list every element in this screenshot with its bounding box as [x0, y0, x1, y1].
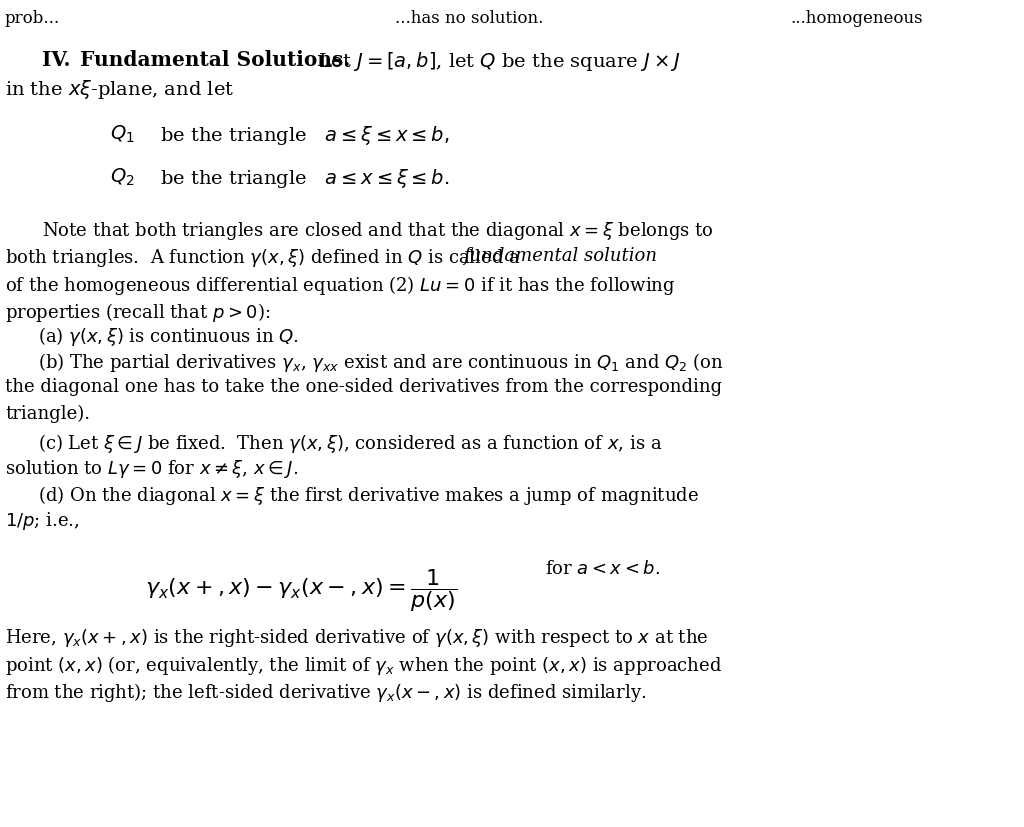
Text: triangle).: triangle).	[5, 405, 90, 423]
Text: be the triangle   $a \leq x \leq \xi \leq b.$: be the triangle $a \leq x \leq \xi \leq …	[160, 167, 450, 190]
Text: fundamental solution: fundamental solution	[463, 247, 657, 265]
Text: (c) Let $\xi \in J$ be fixed.  Then $\gamma(x, \xi)$, considered as a function o: (c) Let $\xi \in J$ be fixed. Then $\gam…	[38, 432, 663, 455]
Text: Let $J = [a, b]$, let $Q$ be the square $J \times J$: Let $J = [a, b]$, let $Q$ be the square …	[318, 50, 681, 73]
Text: Here, $\gamma_x(x+, x)$ is the right-sided derivative of $\gamma(x, \xi)$ with r: Here, $\gamma_x(x+, x)$ is the right-sid…	[5, 627, 709, 649]
Text: $Q_1$: $Q_1$	[110, 124, 135, 146]
Text: ...homogeneous: ...homogeneous	[790, 10, 923, 27]
Text: (b) The partial derivatives $\gamma_x$, $\gamma_{xx}$ exist and are continuous i: (b) The partial derivatives $\gamma_x$, …	[38, 351, 724, 374]
Text: point $(x, x)$ (or, equivalently, the limit of $\gamma_x$ when the point $(x, x): point $(x, x)$ (or, equivalently, the li…	[5, 654, 722, 677]
Text: Fundamental Solutions.: Fundamental Solutions.	[80, 50, 350, 70]
Text: $1/p$; i.e.,: $1/p$; i.e.,	[5, 510, 80, 532]
Text: (a) $\gamma(x, \xi)$ is continuous in $Q$.: (a) $\gamma(x, \xi)$ is continuous in $Q…	[38, 325, 299, 348]
Text: in the $x\xi$-plane, and let: in the $x\xi$-plane, and let	[5, 78, 234, 101]
Text: IV.: IV.	[42, 50, 71, 70]
Text: for $a < x < b.$: for $a < x < b.$	[545, 560, 659, 578]
Text: Note that both triangles are closed and that the diagonal $x = \xi$ belongs to: Note that both triangles are closed and …	[42, 220, 714, 242]
Text: $\gamma_x(x+, x) - \gamma_x(x-, x) = \dfrac{1}{p(x)}$: $\gamma_x(x+, x) - \gamma_x(x-, x) = \df…	[145, 567, 457, 614]
Text: from the right); the left-sided derivative $\gamma_x(x-, x)$ is defined similarl: from the right); the left-sided derivati…	[5, 681, 646, 704]
Text: ...has no solution.: ...has no solution.	[395, 10, 544, 27]
Text: properties (recall that $p > 0$):: properties (recall that $p > 0$):	[5, 301, 270, 324]
Text: be the triangle   $a \leq \xi \leq x \leq b,$: be the triangle $a \leq \xi \leq x \leq …	[160, 124, 450, 147]
Text: both triangles.  A function $\gamma(x, \xi)$ defined in $Q$ is called a: both triangles. A function $\gamma(x, \x…	[5, 247, 521, 269]
Text: $Q_2$: $Q_2$	[110, 167, 134, 189]
Text: the diagonal one has to take the one-sided derivatives from the corresponding: the diagonal one has to take the one-sid…	[5, 378, 722, 396]
Text: solution to $L\gamma = 0$ for $x \neq \xi$, $x \in J$.: solution to $L\gamma = 0$ for $x \neq \x…	[5, 458, 298, 480]
Text: of the homogeneous differential equation (2) $Lu = 0$ if it has the following: of the homogeneous differential equation…	[5, 274, 675, 297]
Text: (d) On the diagonal $x = \xi$ the first derivative makes a jump of magnitude: (d) On the diagonal $x = \xi$ the first …	[38, 484, 698, 507]
Text: prob...: prob...	[5, 10, 60, 27]
